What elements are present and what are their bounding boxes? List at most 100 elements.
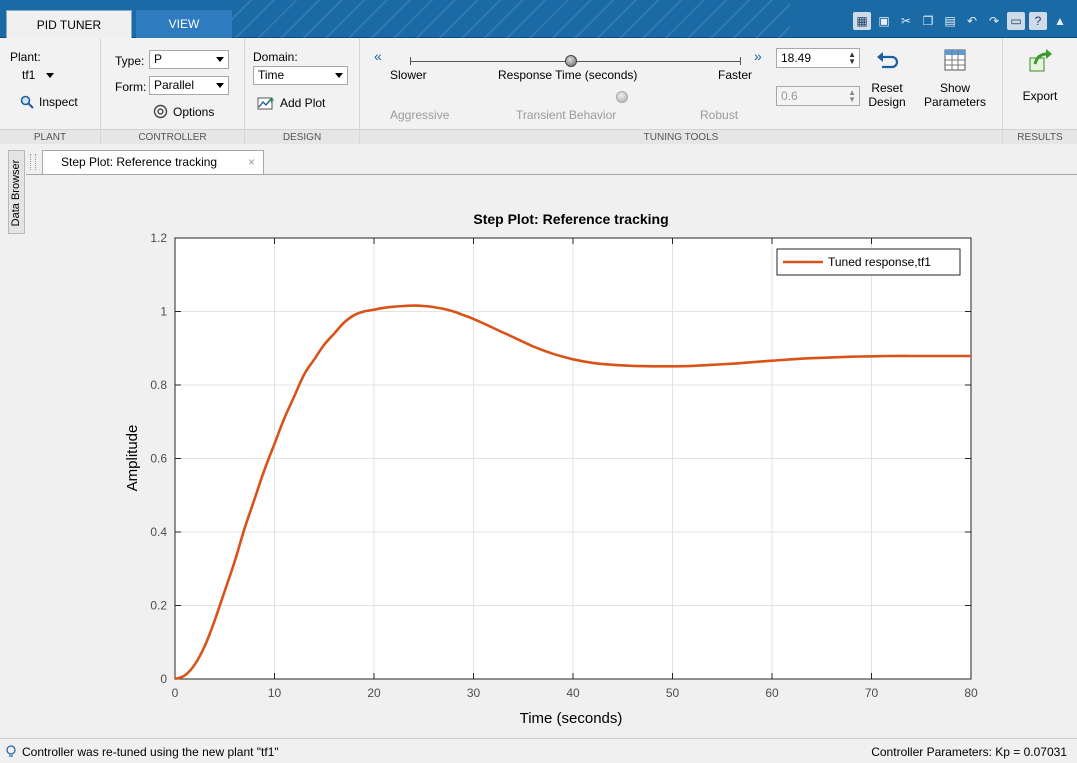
slider-tick [740, 57, 741, 65]
response-time-value: 18.49 [781, 51, 812, 65]
table-icon [944, 49, 966, 71]
response-time-input[interactable]: 18.49 ▲ ▼ [776, 48, 860, 68]
y-tick-label: 0 [160, 672, 167, 686]
plant-dropdown[interactable]: tf1 [14, 67, 84, 86]
results-section-title: RESULTS [1003, 129, 1077, 144]
form-value: Parallel [154, 78, 195, 92]
lightbulb-icon [6, 745, 16, 757]
transient-behavior-input[interactable]: 0.6 ▲ ▼ [776, 86, 860, 106]
form-label: Form: [115, 80, 147, 94]
design-label: Design [868, 95, 906, 109]
export-button[interactable]: Export [1013, 48, 1067, 103]
close-icon[interactable]: × [247, 155, 255, 169]
show-label: Show [939, 81, 971, 95]
type-dropdown[interactable]: P [149, 50, 229, 69]
tuning-tools-section-title: TUNING TOOLS [360, 129, 1002, 144]
show-parameters-button[interactable]: Show Parameters [918, 48, 992, 109]
y-axis-label: Amplitude [124, 425, 141, 492]
legend[interactable]: Tuned response,tf1 [776, 248, 961, 276]
window-icon[interactable]: ▭ [1007, 12, 1025, 30]
chevron-down-icon [335, 73, 343, 78]
controller-section: Type: P Form: Parallel Options CONTROLLE… [101, 38, 245, 144]
add-plot-label: Add Plot [280, 96, 326, 110]
paste-icon[interactable]: ▤ [944, 14, 956, 28]
type-label: Type: [115, 54, 145, 68]
status-message-text: Controller was re-tuned using the new pl… [22, 745, 279, 759]
tab-drag-handle[interactable] [30, 154, 36, 170]
x-tick-label: 70 [865, 686, 879, 700]
x-tick-label: 20 [367, 686, 381, 700]
y-tick-label: 0.4 [150, 525, 167, 539]
robust-label: Robust [700, 108, 739, 122]
plant-label: Plant: [10, 50, 41, 64]
gear-icon [153, 104, 168, 119]
step-plot-chart[interactable]: Step Plot: Reference tracking 0 10 20 30 40 5… [26, 175, 1077, 739]
chevron-down-icon [46, 73, 54, 78]
slower-arrow-icon[interactable]: « [374, 48, 382, 64]
domain-label: Domain: [253, 50, 298, 64]
tab-pid-tuner[interactable]: PID TUNER [6, 10, 132, 38]
cut-icon[interactable]: ✂ [900, 14, 912, 28]
results-section: Export RESULTS [1003, 38, 1077, 144]
options-label: Options [173, 104, 215, 119]
faster-arrow-icon[interactable]: » [754, 48, 762, 64]
plant-section-title: PLANT [0, 129, 100, 144]
transient-value: 0.6 [781, 89, 798, 103]
status-bar: Controller was re-tuned using the new pl… [0, 738, 1077, 763]
design-section-title: DESIGN [245, 129, 359, 144]
magnifier-icon [20, 95, 34, 109]
document-tab-step-plot[interactable]: Step Plot: Reference tracking × [42, 150, 264, 174]
reset-design-button[interactable]: Reset Design [865, 48, 909, 109]
export-label: Export [1022, 89, 1058, 103]
document-tab-label: Step Plot: Reference tracking [61, 155, 218, 169]
spinner-icon[interactable]: ▲ ▼ [848, 88, 856, 104]
type-value: P [154, 52, 163, 66]
inspect-label: Inspect [39, 95, 78, 109]
x-tick-label: 40 [566, 686, 580, 700]
form-dropdown[interactable]: Parallel [149, 76, 229, 95]
help-icon[interactable]: ? [1029, 12, 1047, 30]
response-time-knob[interactable] [565, 55, 577, 67]
response-time-label: Response Time (seconds) [498, 68, 638, 82]
plot-icon[interactable]: ▦ [853, 12, 871, 30]
chevron-down-icon [216, 57, 224, 62]
spinner-icon[interactable]: ▲ ▼ [848, 50, 856, 66]
transient-behavior-label: Transient Behavior [516, 108, 617, 122]
controller-section-title: CONTROLLER [101, 129, 244, 144]
add-plot-button[interactable]: + Add Plot [257, 95, 338, 111]
aggressive-label: Aggressive [390, 108, 450, 122]
redo-icon[interactable]: ↷ [988, 14, 1000, 28]
x-tick-label: 30 [467, 686, 481, 700]
x-axis-ticks: 0 10 20 30 40 50 60 70 80 [172, 238, 978, 700]
x-tick-label: 0 [172, 686, 179, 700]
inspect-button[interactable]: Inspect [20, 95, 78, 109]
y-tick-label: 1 [160, 305, 167, 319]
save-icon[interactable]: ▣ [878, 14, 890, 28]
x-axis-label: Time (seconds) [520, 710, 623, 727]
quick-access-toolbar: ▦ ▣ ✂ ❐ ▤ ↶ ↷ ▭ ? ▲ [853, 12, 1069, 30]
y-tick-label: 0.6 [150, 452, 167, 466]
controller-parameters: Controller Parameters: Kp = 0.07031 [871, 745, 1067, 759]
chart-title: Step Plot: Reference tracking [473, 211, 668, 227]
faster-label: Faster [718, 68, 753, 82]
plot-pane: Step Plot: Reference tracking 0 10 20 30 40 5… [26, 174, 1077, 738]
series-line-tuned-response [174, 304, 971, 681]
chevron-down-icon [216, 83, 224, 88]
undo-icon[interactable]: ↶ [966, 14, 978, 28]
grid-lines [175, 238, 971, 679]
x-tick-label: 60 [765, 686, 779, 700]
x-tick-label: 80 [964, 686, 978, 700]
parameters-label: Parameters [923, 95, 987, 109]
reset-icon [877, 52, 899, 69]
options-button[interactable]: Options [153, 104, 214, 119]
domain-dropdown[interactable]: Time [253, 66, 348, 85]
y-tick-label: 0.8 [150, 378, 167, 392]
copy-icon[interactable]: ❐ [922, 14, 934, 28]
toolstrip-tabs: PID TUNER VIEW ▦ ▣ ✂ ❐ ▤ ↶ ↷ ▭ ? ▲ [0, 0, 1077, 38]
data-browser-toggle[interactable]: Data Browser [8, 150, 25, 234]
tab-view[interactable]: VIEW [136, 10, 232, 38]
transient-behavior-knob[interactable] [616, 91, 628, 103]
plant-value: tf1 [22, 68, 36, 82]
collapse-icon[interactable]: ▲ [1054, 14, 1066, 28]
